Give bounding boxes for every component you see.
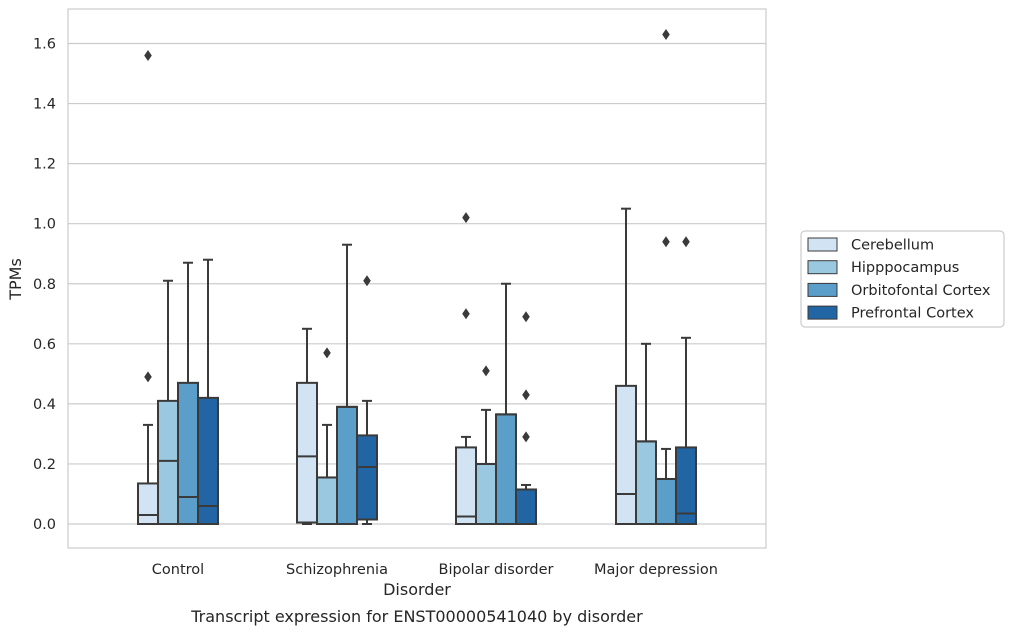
x-axis-ticks: Control Schizophrenia Bipolar disorder Majo…	[152, 562, 718, 578]
x-tick-label: Bipolar disorder	[439, 562, 554, 578]
box	[157, 279, 179, 526]
legend: Cerebellum Hipppocampus Orbitofontal Corte…	[800, 230, 1005, 328]
box	[675, 236, 697, 526]
y-tick-label: 1.6	[33, 37, 56, 53]
outlier-point	[682, 236, 690, 248]
box-body	[655, 477, 677, 525]
legend-label: Orbitofontal Cortex	[851, 283, 991, 299]
x-tick-label: Schizophrenia	[286, 562, 388, 578]
box	[177, 261, 199, 525]
box-body	[675, 446, 697, 526]
box-body	[336, 405, 358, 525]
box	[495, 282, 517, 525]
box	[296, 327, 318, 525]
x-tick-label: Major depression	[594, 562, 718, 578]
y-tick-label: 0.6	[33, 337, 56, 353]
box	[356, 275, 378, 525]
outlier-point	[662, 236, 670, 248]
box	[455, 212, 477, 526]
outlier-point	[363, 275, 371, 287]
series-prefrontal-cortex	[197, 236, 697, 526]
y-axis-ticks: 0.0 0.2 0.4 0.6 0.8 1.0 1.2 1.4 1.6	[33, 37, 56, 534]
x-tick-label: Control	[152, 562, 204, 578]
x-axis-label: Disorder	[383, 580, 451, 599]
box-body	[157, 399, 179, 526]
legend-label: Hipppocampus	[851, 260, 959, 276]
box-body	[515, 488, 537, 525]
legend-frame	[800, 230, 1005, 328]
legend-item: Hipppocampus	[807, 260, 959, 276]
box	[635, 342, 657, 525]
y-axis-label: TPMs	[6, 258, 25, 301]
box	[336, 243, 358, 525]
outlier-point	[662, 28, 670, 40]
box	[316, 347, 338, 526]
legend-item: Orbitofontal Cortex	[807, 282, 991, 299]
outlier-point	[323, 347, 331, 359]
box	[515, 311, 537, 525]
series-cerebellum	[137, 50, 637, 526]
box-body	[197, 396, 219, 525]
legend-label: Cerebellum	[851, 238, 934, 254]
legend-label: Prefrontal Cortex	[851, 306, 974, 322]
outlier-point	[482, 365, 490, 377]
y-tick-label: 0.0	[33, 517, 56, 533]
box-body	[455, 446, 477, 526]
y-tick-label: 1.0	[33, 217, 56, 233]
box-body	[137, 482, 159, 526]
legend-swatch	[807, 305, 838, 320]
outlier-point	[522, 389, 530, 401]
box-plot-series	[137, 28, 697, 526]
box	[615, 207, 637, 526]
box	[137, 50, 159, 526]
series-orbitofontal-cortex	[177, 28, 677, 525]
box-body	[495, 413, 517, 525]
y-tick-label: 1.4	[33, 97, 56, 113]
y-tick-label: 0.8	[33, 277, 56, 293]
box-body	[475, 462, 497, 525]
outlier-point	[522, 311, 530, 323]
y-tick-label: 0.2	[33, 457, 56, 473]
outlier-point	[462, 212, 470, 224]
legend-item: Prefrontal Cortex	[807, 305, 974, 322]
y-tick-label: 1.2	[33, 157, 56, 173]
series-hipppocampus	[157, 279, 657, 526]
box-body	[615, 384, 637, 526]
legend-swatch	[807, 282, 838, 297]
box-body	[316, 476, 338, 526]
box-body	[635, 440, 657, 525]
box	[655, 28, 677, 525]
plot-frame	[67, 8, 767, 549]
box	[475, 365, 497, 525]
outlier-point	[144, 371, 152, 383]
chart-caption: Transcript expression for ENST0000054104…	[190, 607, 643, 626]
box-body	[177, 381, 199, 525]
legend-swatch	[807, 260, 838, 275]
box-body	[356, 434, 378, 521]
box-body	[296, 381, 318, 524]
box	[197, 258, 219, 525]
y-tick-label: 0.4	[33, 397, 56, 413]
legend-swatch	[807, 237, 838, 252]
outlier-point	[144, 50, 152, 62]
outlier-point	[462, 308, 470, 320]
legend-item: Cerebellum	[807, 237, 934, 254]
outlier-point	[522, 431, 530, 443]
